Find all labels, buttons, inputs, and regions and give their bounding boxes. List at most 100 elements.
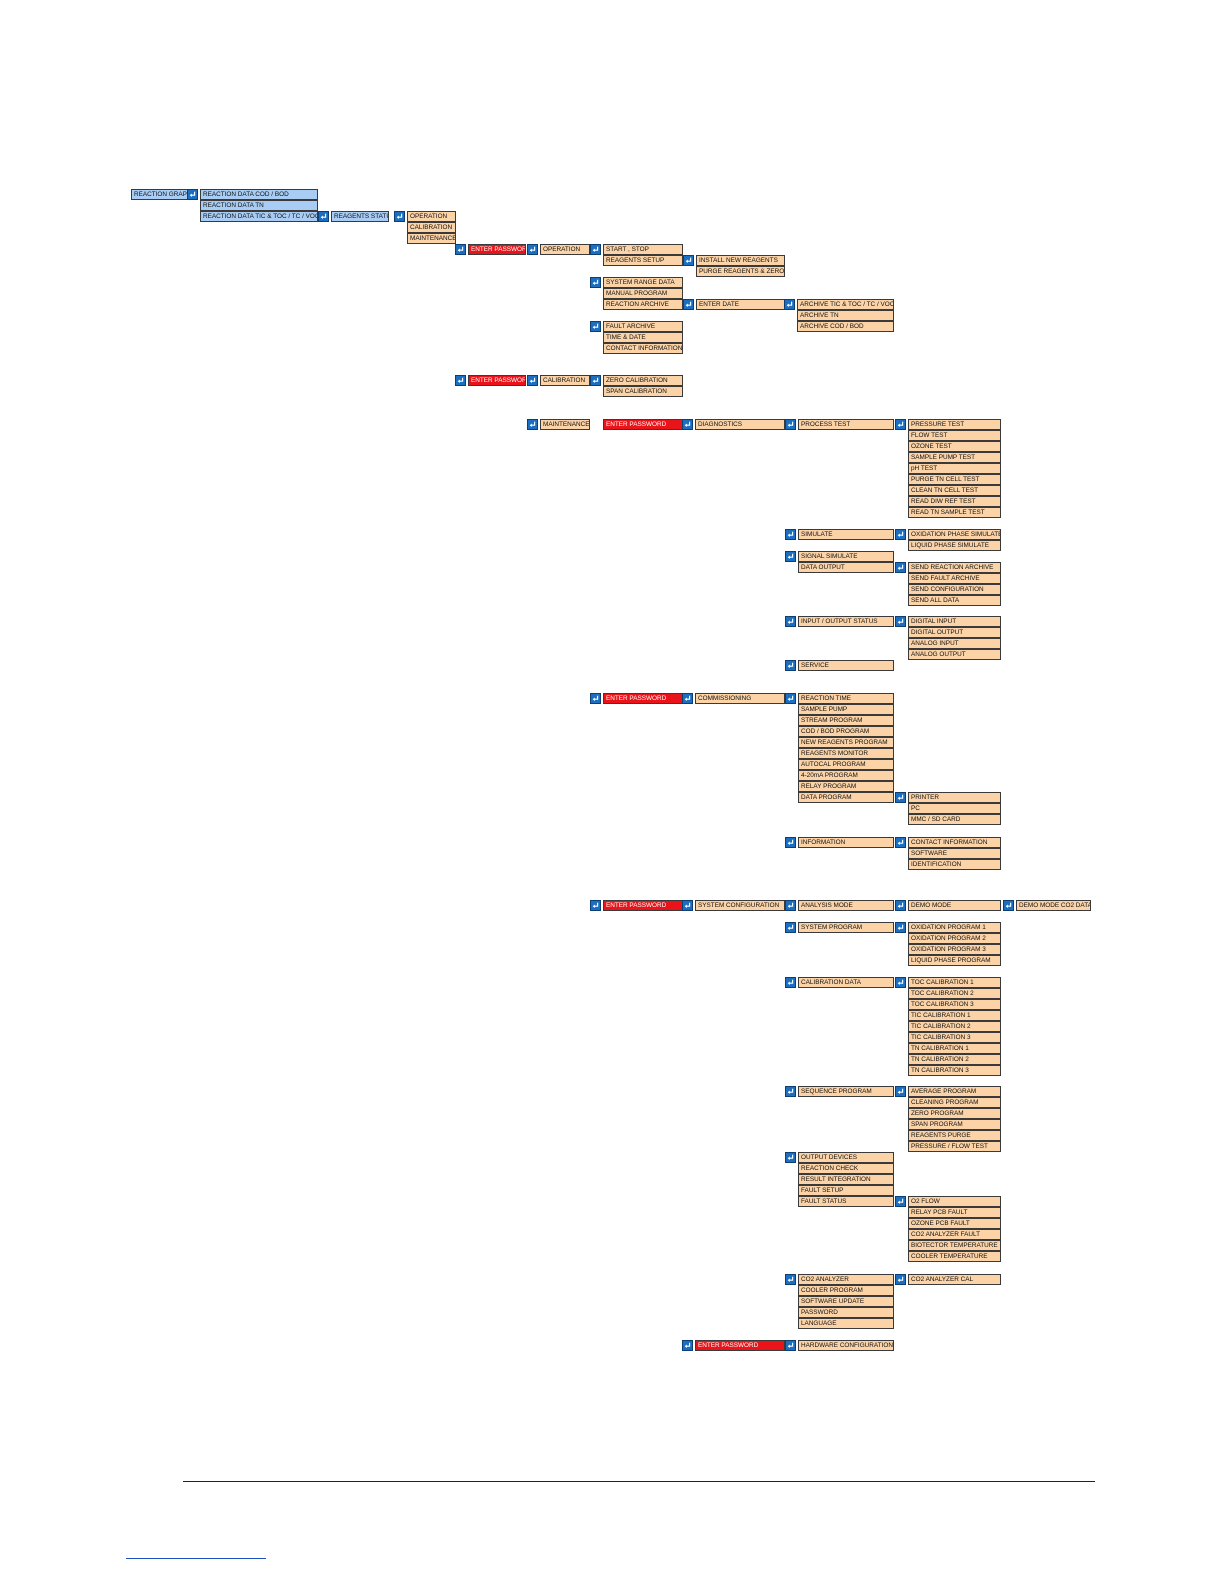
- menu-item-read-diw-ref-test: READ DIW REF TEST: [908, 496, 1001, 507]
- menu-item-clean-tn-cell-test: CLEAN TN CELL TEST: [908, 485, 1001, 496]
- enter-arrow-icon: [895, 616, 906, 627]
- menu-item-hardware-configuration: HARDWARE CONFIGURATION: [798, 1340, 894, 1351]
- enter-arrow-icon: [785, 1086, 796, 1097]
- menu-item-new-reagents-program: NEW REAGENTS PROGRAM: [798, 737, 894, 748]
- menu-item-system-program: SYSTEM PROGRAM: [798, 922, 894, 933]
- menu-item-tn-calibration-3: TN CALIBRATION 3: [908, 1065, 1001, 1076]
- enter-arrow-icon: [785, 977, 796, 988]
- enter-arrow-icon: [683, 255, 694, 266]
- menu-item-biotector-temperature: BIOTECTOR TEMPERATURE: [908, 1240, 1001, 1251]
- menu-item-reagents-monitor: REAGENTS MONITOR: [798, 748, 894, 759]
- enter-arrow-icon: [785, 1274, 796, 1285]
- menu-item-data-program: DATA PROGRAM: [798, 792, 894, 803]
- enter-arrow-icon: [590, 693, 601, 704]
- menu-item-system-range-data: SYSTEM RANGE DATA: [603, 277, 683, 288]
- menu-item-calibration: CALIBRATION: [540, 375, 590, 386]
- menu-item-enter-password: ENTER PASSWORD: [695, 1340, 785, 1351]
- enter-arrow-icon: [527, 419, 538, 430]
- menu-item-printer: PRINTER: [908, 792, 1001, 803]
- menu-item-tic-calibration-2: TIC CALIBRATION 2: [908, 1021, 1001, 1032]
- menu-item-co2-analyzer-cal: CO2 ANALYZER CAL: [908, 1274, 1001, 1285]
- enter-arrow-icon: [590, 244, 601, 255]
- enter-arrow-icon: [785, 922, 796, 933]
- menu-item-reaction-check: REACTION CHECK: [798, 1163, 894, 1174]
- enter-arrow-icon: [455, 375, 466, 386]
- menu-item-time-and-date: TIME & DATE: [603, 332, 683, 343]
- menu-item-tic-calibration-1: TIC CALIBRATION 1: [908, 1010, 1001, 1021]
- menu-item-o2-flow: O2 FLOW: [908, 1196, 1001, 1207]
- menu-item-co2-analyzer: CO2 ANALYZER: [798, 1274, 894, 1285]
- menu-item-flow-test: FLOW TEST: [908, 430, 1001, 441]
- menu-item-zero-program: ZERO PROGRAM: [908, 1108, 1001, 1119]
- menu-item-analog-input: ANALOG INPUT: [908, 638, 1001, 649]
- menu-item-toc-calibration-1: TOC CALIBRATION 1: [908, 977, 1001, 988]
- menu-item-send-fault-archive: SEND FAULT ARCHIVE: [908, 573, 1001, 584]
- menu-item-simulate: SIMULATE: [798, 529, 894, 540]
- enter-arrow-icon: [682, 1340, 693, 1351]
- footer-rule: [183, 1481, 1095, 1482]
- menu-item-language: LANGUAGE: [798, 1318, 894, 1329]
- menu-item-reaction-data-tn: REACTION DATA TN: [200, 200, 318, 211]
- menu-item-ozone-pcb-fault: OZONE PCB FAULT: [908, 1218, 1001, 1229]
- menu-item-reaction-data-tic-and-toc-tc-voc: REACTION DATA TIC & TOC / TC / VOC: [200, 211, 318, 222]
- menu-item-result-integration: RESULT INTEGRATION: [798, 1174, 894, 1185]
- enter-arrow-icon: [590, 321, 601, 332]
- menu-item-mmc-sd-card: MMC / SD CARD: [908, 814, 1001, 825]
- menu-item-enter-password: ENTER PASSWORD: [603, 419, 683, 430]
- menu-item-reaction-data-cod-bod: REACTION DATA COD / BOD: [200, 189, 318, 200]
- menu-item-start-stop: START , STOP: [603, 244, 683, 255]
- menu-item-span-program: SPAN PROGRAM: [908, 1119, 1001, 1130]
- menu-item-pressure-flow-test: PRESSURE / FLOW TEST: [908, 1141, 1001, 1152]
- menu-item-ph-test: pH TEST: [908, 463, 1001, 474]
- menu-item-oxidation-program-3: OXIDATION PROGRAM 3: [908, 944, 1001, 955]
- menu-item-signal-simulate: SIGNAL SIMULATE: [798, 551, 894, 562]
- enter-arrow-icon: [784, 299, 795, 310]
- menu-item-password: PASSWORD: [798, 1307, 894, 1318]
- menu-item-calibration-data: CALIBRATION DATA: [798, 977, 894, 988]
- menu-item-enter-password: ENTER PASSWORD: [468, 244, 526, 255]
- enter-arrow-icon: [895, 562, 906, 573]
- enter-arrow-icon: [785, 837, 796, 848]
- enter-arrow-icon: [785, 551, 796, 562]
- menu-item-analysis-mode: ANALYSIS MODE: [798, 900, 894, 911]
- enter-arrow-icon: [895, 1274, 906, 1285]
- menu-item-toc-calibration-2: TOC CALIBRATION 2: [908, 988, 1001, 999]
- menu-item-calibration: CALIBRATION: [407, 222, 456, 233]
- menu-item-sample-pump-test: SAMPLE PUMP TEST: [908, 452, 1001, 463]
- menu-item-average-program: AVERAGE PROGRAM: [908, 1086, 1001, 1097]
- enter-arrow-icon: [785, 419, 796, 430]
- menu-item-liquid-phase-program: LIQUID PHASE PROGRAM: [908, 955, 1001, 966]
- enter-arrow-icon: [590, 277, 601, 288]
- footer-link-underline: [126, 1558, 266, 1559]
- menu-item-toc-calibration-3: TOC CALIBRATION 3: [908, 999, 1001, 1010]
- menu-item-zero-calibration: ZERO CALIBRATION: [603, 375, 683, 386]
- menu-item-enter-password: ENTER PASSWORD: [468, 375, 526, 386]
- menu-item-oxidation-program-1: OXIDATION PROGRAM 1: [908, 922, 1001, 933]
- enter-arrow-icon: [785, 1152, 796, 1163]
- menu-item-digital-input: DIGITAL INPUT: [908, 616, 1001, 627]
- menu-item-tn-calibration-2: TN CALIBRATION 2: [908, 1054, 1001, 1065]
- menu-item-purge-reagents-and-zero: PURGE REAGENTS & ZERO: [696, 266, 785, 277]
- menu-item-information: INFORMATION: [798, 837, 894, 848]
- enter-arrow-icon: [455, 244, 466, 255]
- menu-item-sequence-program: SEQUENCE PROGRAM: [798, 1086, 894, 1097]
- menu-item-4-20ma-program: 4-20mA PROGRAM: [798, 770, 894, 781]
- menu-item-reaction-archive: REACTION ARCHIVE: [603, 299, 683, 310]
- enter-arrow-icon: [895, 837, 906, 848]
- menu-item-input-output-status: INPUT / OUTPUT STATUS: [798, 616, 894, 627]
- menu-item-pc: PC: [908, 803, 1001, 814]
- menu-item-oxidation-program-2: OXIDATION PROGRAM 2: [908, 933, 1001, 944]
- enter-arrow-icon: [187, 189, 198, 200]
- menu-item-output-devices: OUTPUT DEVICES: [798, 1152, 894, 1163]
- menu-item-reaction-time: REACTION TIME: [798, 693, 894, 704]
- menu-item-operation: OPERATION: [540, 244, 590, 255]
- enter-arrow-icon: [785, 1340, 796, 1351]
- menu-item-cleaning-program: CLEANING PROGRAM: [908, 1097, 1001, 1108]
- menu-item-software-update: SOFTWARE UPDATE: [798, 1296, 894, 1307]
- enter-arrow-icon: [527, 375, 538, 386]
- enter-arrow-icon: [785, 900, 796, 911]
- menu-item-relay-program: RELAY PROGRAM: [798, 781, 894, 792]
- menu-item-enter-date: ENTER DATE: [696, 299, 785, 310]
- enter-arrow-icon: [895, 419, 906, 430]
- enter-arrow-icon: [785, 616, 796, 627]
